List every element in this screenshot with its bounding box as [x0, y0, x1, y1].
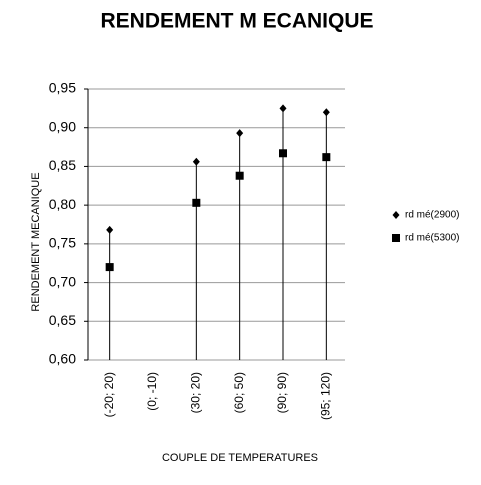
x-tick-label: (95; 120) [319, 372, 333, 420]
point-square [235, 171, 244, 180]
point-diamond [392, 211, 400, 219]
legend-label: rd mé(2900) [405, 210, 459, 221]
x-tick-label: (30; 20) [189, 372, 203, 413]
point-square [192, 198, 201, 207]
y-tick-label: 0,80 [49, 196, 76, 212]
y-tick-label: 0,65 [49, 312, 76, 328]
legend-label: rd mé(5300) [405, 233, 459, 244]
x-tick-label: (0; -10) [145, 372, 159, 411]
chart-title: RENDEMENT M ECANIQUE [100, 10, 373, 33]
y-axis-label: RENDEMENT MECANIQUE [30, 172, 42, 311]
point-diamond [279, 104, 287, 113]
y-tick-label: 0,90 [49, 118, 76, 134]
x-tick-label: (-20; 20) [102, 372, 116, 417]
point-diamond [322, 108, 330, 117]
point-diamond [192, 157, 200, 166]
x-tick-label: (60; 50) [232, 372, 246, 413]
point-square [392, 234, 400, 242]
y-tick-label: 0,95 [49, 80, 76, 96]
point-square [105, 263, 114, 272]
point-square [322, 153, 331, 162]
point-square [279, 149, 287, 158]
x-axis-label: COUPLE DE TEMPERATURES [162, 452, 318, 464]
y-tick-label: 0,85 [49, 157, 76, 173]
x-tick-label: (90; 90) [275, 372, 289, 413]
y-tick-label: 0,70 [49, 273, 76, 289]
y-tick-label: 0,75 [49, 235, 76, 251]
y-tick-label: 0,60 [49, 351, 76, 367]
point-diamond [106, 225, 114, 234]
point-diamond [236, 129, 244, 138]
